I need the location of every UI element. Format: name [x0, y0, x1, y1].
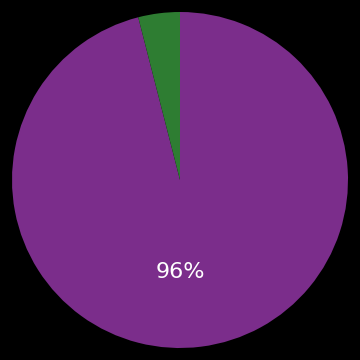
- Wedge shape: [138, 12, 180, 180]
- Text: 96%: 96%: [155, 262, 205, 282]
- Wedge shape: [12, 12, 348, 348]
